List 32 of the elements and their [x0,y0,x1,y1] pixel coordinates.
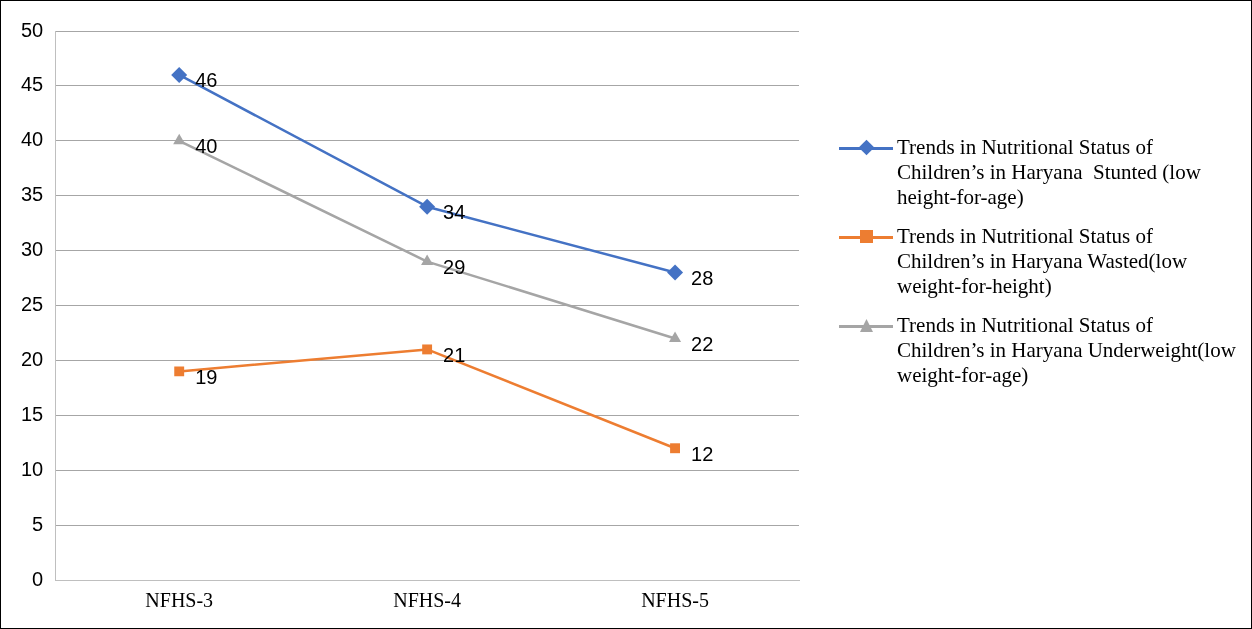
point [667,264,684,281]
point [174,366,185,377]
data-label: 28 [691,267,714,290]
y-tick-label: 45 [21,73,44,96]
y-tick-label: 0 [32,567,44,590]
y-tick-label: 20 [21,347,44,370]
data-label: 46 [195,69,218,92]
y-tick-label: 5 [32,512,44,535]
data-label: 19 [195,365,218,388]
point [171,66,188,83]
point [422,344,433,355]
x-tick-label: NFHS-5 [641,589,709,612]
point [670,443,680,454]
data-label: 12 [691,442,714,465]
data-label: 29 [443,256,466,279]
y-tick-label: 10 [21,457,44,480]
legend-label: Trends in Nutritional Status of Children’s in Haryana Underweight(low weight-for-age) [897,313,1237,387]
legend-label: Trends in Nutritional Status of Children’s in Haryana Wasted(low weight-for-height) [897,224,1189,298]
y-tick-label: 50 [21,18,44,41]
y-tick-label: 30 [21,238,44,261]
point [421,254,434,266]
y-tick-label: 35 [21,183,44,206]
data-label: 22 [691,332,714,355]
y-tick-label: 40 [21,128,44,151]
point [419,198,436,215]
x-tick-label: NFHS-3 [145,589,214,612]
y-tick-label: 25 [21,293,44,316]
y-tick-label: 15 [21,402,44,425]
data-label: 40 [195,135,218,158]
x-tick-label: NFHS-4 [393,589,462,612]
legend-label: Trends in Nutritional Status of Children’s in Haryana Stunted (low height-for-age) [897,135,1202,209]
point [668,331,682,342]
